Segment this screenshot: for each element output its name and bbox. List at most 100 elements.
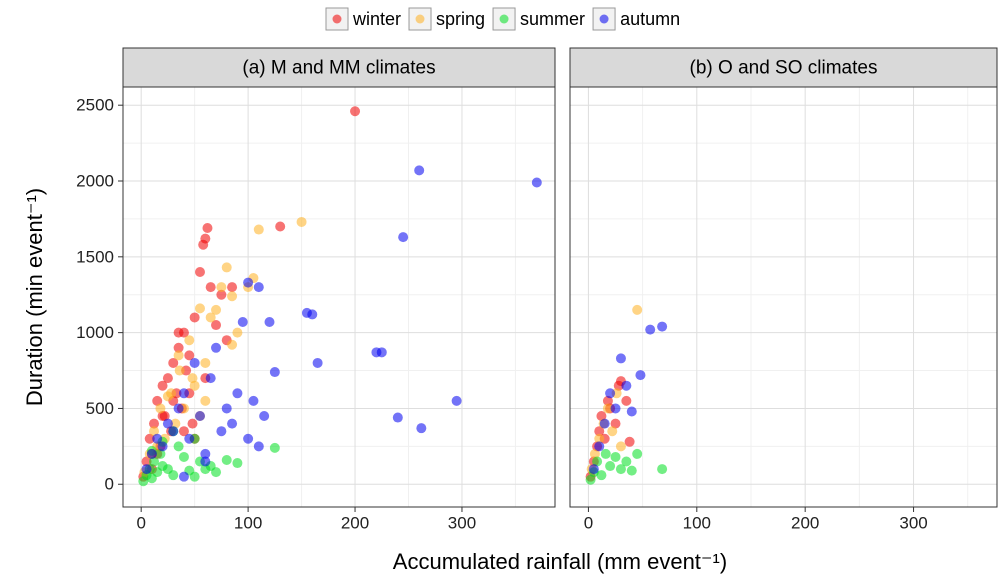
point: [588, 464, 599, 475]
point: [141, 456, 152, 467]
point: [200, 448, 211, 459]
point: [624, 436, 635, 447]
legend-dot: [599, 14, 609, 24]
point: [200, 456, 211, 467]
point: [610, 418, 621, 429]
point: [632, 448, 643, 459]
point: [253, 441, 264, 452]
point: [596, 470, 607, 481]
point: [657, 321, 668, 332]
point: [376, 347, 387, 358]
point: [350, 106, 361, 117]
facet-title: (b) O and SO climates: [690, 58, 878, 79]
point: [205, 373, 216, 384]
point: [605, 388, 616, 399]
point: [607, 426, 618, 437]
point: [152, 395, 163, 406]
x-tick-label: 300: [448, 513, 476, 532]
y-tick-label: 500: [86, 399, 114, 418]
facet-title: (a) M and MM climates: [242, 58, 435, 79]
point: [621, 380, 632, 391]
point: [168, 357, 179, 368]
panel: [123, 87, 555, 507]
point: [221, 403, 232, 414]
point: [610, 451, 621, 462]
point: [602, 395, 613, 406]
point: [178, 451, 189, 462]
y-tick-label: 2000: [76, 171, 114, 190]
point: [632, 304, 643, 315]
point: [173, 441, 184, 452]
point: [162, 373, 173, 384]
panel-border: [122, 86, 556, 508]
x-tick-label: 300: [899, 513, 927, 532]
point: [178, 471, 189, 482]
point: [615, 353, 626, 364]
point: [211, 320, 222, 331]
legend-label: summer: [520, 9, 585, 29]
x-axis-label: Accumulated rainfall (mm event⁻¹): [393, 549, 727, 574]
point: [416, 423, 427, 434]
x-tick-label: 0: [136, 513, 145, 532]
panel: [570, 87, 997, 507]
strip: [122, 47, 556, 88]
point: [155, 448, 166, 459]
point: [173, 350, 184, 361]
point: [243, 433, 254, 444]
point: [187, 418, 198, 429]
point: [162, 391, 173, 402]
point: [232, 458, 243, 469]
point: [237, 317, 248, 328]
y-tick-label: 1000: [76, 323, 114, 342]
legend-dot: [415, 14, 425, 24]
point: [635, 370, 646, 381]
point: [211, 342, 222, 353]
point: [174, 365, 185, 376]
point: [227, 418, 238, 429]
legend-dot: [499, 14, 509, 24]
point: [211, 304, 222, 315]
point: [189, 471, 200, 482]
point: [221, 262, 232, 273]
y-tick-label: 1500: [76, 247, 114, 266]
point: [184, 433, 195, 444]
point: [200, 233, 211, 244]
point: [170, 418, 181, 429]
point: [600, 448, 611, 459]
y-tick-label: 0: [105, 475, 114, 494]
point: [200, 357, 211, 368]
point: [269, 367, 280, 378]
point: [227, 339, 238, 350]
point: [596, 411, 607, 422]
point: [168, 426, 179, 437]
point: [168, 470, 179, 481]
point: [645, 324, 656, 335]
point: [189, 380, 200, 391]
legend-dot: [332, 14, 342, 24]
point: [312, 357, 323, 368]
point: [243, 277, 254, 288]
point: [216, 289, 227, 300]
point: [592, 456, 603, 467]
point: [144, 433, 155, 444]
point: [253, 224, 264, 235]
point: [615, 464, 626, 475]
point: [657, 464, 668, 475]
point: [253, 282, 264, 293]
point: [216, 426, 227, 437]
point: [200, 395, 211, 406]
point: [414, 165, 425, 176]
point: [269, 442, 280, 453]
point: [602, 403, 613, 414]
point: [157, 411, 168, 422]
point: [585, 474, 596, 485]
legend-label: winter: [352, 9, 401, 29]
point: [149, 418, 160, 429]
point: [205, 282, 216, 293]
point: [157, 380, 168, 391]
point: [275, 221, 286, 232]
point: [187, 373, 198, 384]
point: [615, 441, 626, 452]
point: [605, 461, 616, 472]
